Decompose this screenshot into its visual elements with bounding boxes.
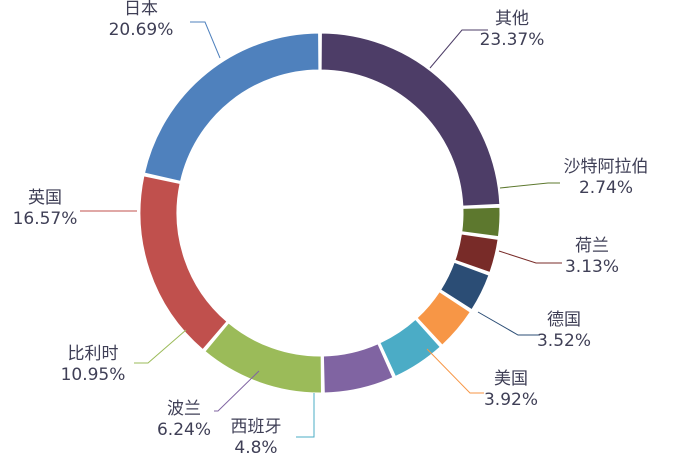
leader-line-netherlands [498,250,562,264]
label-name-other: 其他 [495,9,529,29]
leader-line-poland [214,370,260,412]
slice-saudi-arabia [461,206,501,238]
slice-uk [139,175,228,351]
label-percent-other: 23.37% [480,30,545,50]
slice-other [320,32,501,207]
label-percent-poland: 6.24% [157,420,211,440]
label-name-germany: 德国 [547,310,581,330]
leader-line-spain [296,393,315,438]
slice-germany [439,261,490,311]
leader-line-japan [190,21,221,59]
slice-spain [379,318,441,378]
slice-poland [322,343,394,394]
label-name-netherlands: 荷兰 [575,236,609,256]
label-name-japan: 日本 [124,0,158,19]
label-name-usa: 美国 [494,369,528,389]
label-name-uk: 英国 [28,188,62,208]
leader-line-other [429,29,488,69]
leader-lines [80,21,562,438]
slice-japan [143,32,320,182]
label-percent-usa: 3.92% [484,390,538,410]
label-percent-saudi-arabia: 2.74% [579,178,633,198]
slice-netherlands [454,233,499,274]
leader-line-saudi-arabia [499,182,560,189]
slice-usa [416,291,471,346]
label-name-spain: 西班牙 [231,417,282,437]
label-percent-uk: 16.57% [13,209,78,229]
doughnut-slices [139,32,501,394]
label-percent-germany: 3.52% [537,331,591,351]
label-name-poland: 波兰 [167,399,201,419]
label-percent-spain: 4.8% [234,438,277,458]
slice-belgium [204,322,322,394]
leader-line-usa [426,348,484,394]
label-percent-japan: 20.69% [109,20,174,40]
label-percent-belgium: 10.95% [61,365,126,385]
label-name-belgium: 比利时 [68,344,119,364]
leader-line-belgium [134,329,187,364]
label-percent-netherlands: 3.13% [565,257,619,277]
label-name-saudi-arabia: 沙特阿拉伯 [564,157,649,177]
leader-line-germany [477,311,540,336]
